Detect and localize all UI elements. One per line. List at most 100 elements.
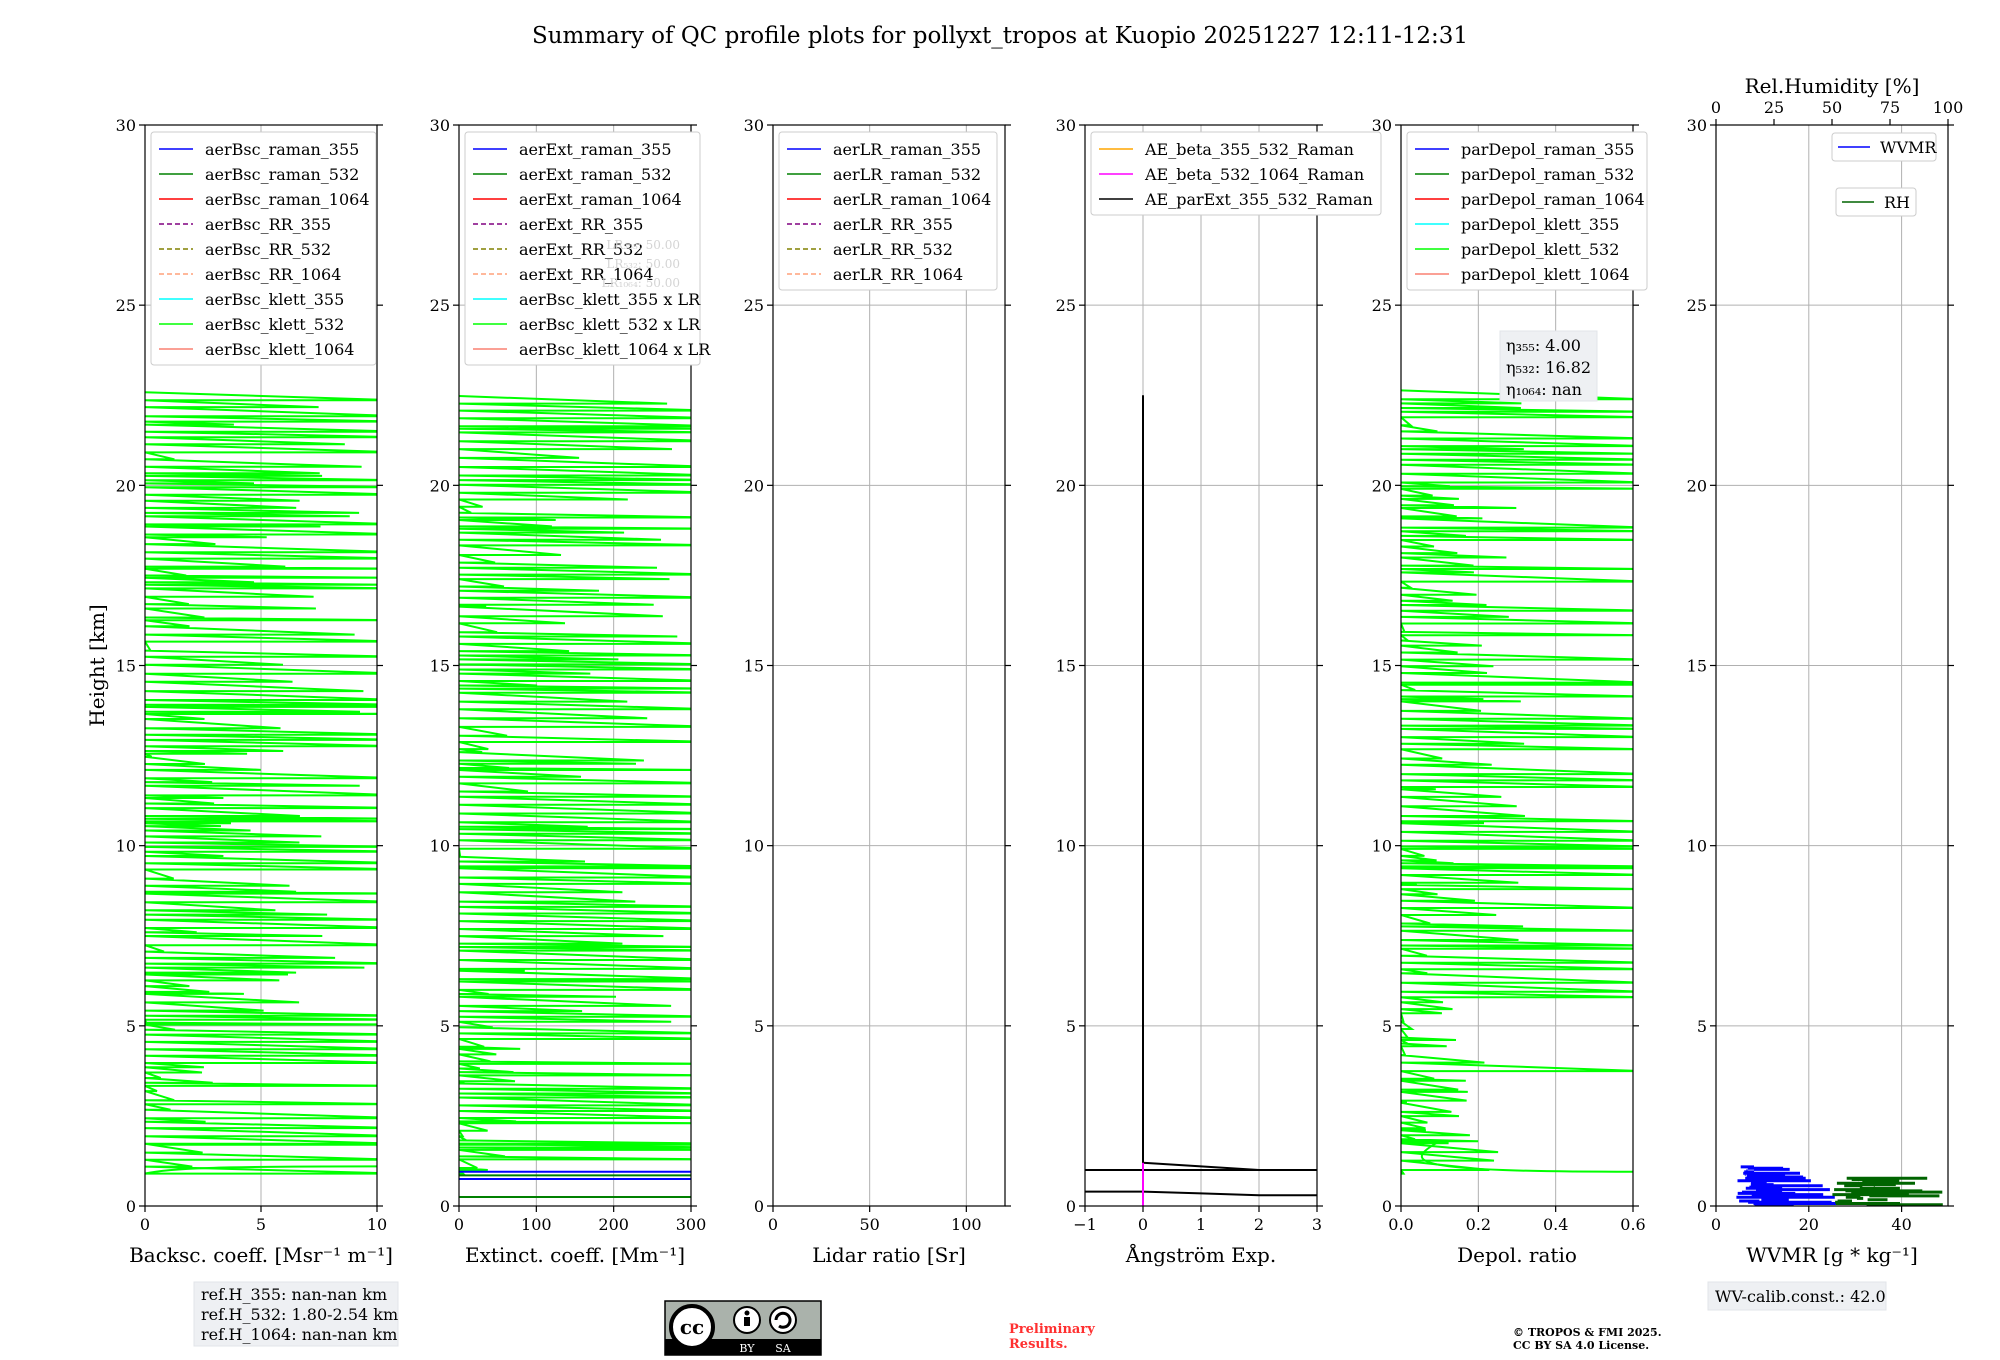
x-tick-label: −1 — [1073, 1215, 1097, 1234]
y-tick-label: 15 — [744, 657, 764, 676]
legend-label: aerExt_RR_1064 — [519, 265, 654, 284]
legend-label: aerLR_raman_1064 — [833, 190, 991, 209]
legend-label: WVMR — [1880, 138, 1937, 157]
x-tick-label: 10 — [367, 1215, 387, 1234]
legend-label: aerLR_raman_355 — [833, 140, 981, 159]
x-tick-label: 1 — [1196, 1215, 1206, 1234]
legend-label: parDepol_klett_532 — [1461, 240, 1619, 259]
legend-label: aerBsc_klett_532 — [205, 315, 344, 334]
legend-label: aerLR_RR_355 — [833, 215, 953, 234]
top-x-tick-label: 50 — [1822, 98, 1842, 117]
eta-box — [1499, 330, 1598, 402]
legend-label: parDepol_raman_532 — [1461, 165, 1634, 184]
by-icon-body — [744, 1317, 750, 1326]
legend-label: aerBsc_klett_1064 x LR — [519, 340, 711, 359]
series-parDepol_klett_532 — [1401, 389, 1633, 1175]
x-tick-label: 100 — [951, 1215, 982, 1234]
x-axis-label: Backsc. coeff. [Msr⁻¹ m⁻¹] — [129, 1243, 393, 1267]
y-tick-label: 25 — [116, 296, 136, 315]
legend-box — [1090, 131, 1382, 216]
y-tick-label: 20 — [430, 476, 450, 495]
x-axis-label: Lidar ratio [Sr] — [812, 1243, 966, 1267]
panel-1: 0 5 10 15 20 25 30 0 5 10 Backsc. coeff. [Msr⁻¹ m⁻… — [85, 116, 393, 1267]
x-tick-label: 3 — [1312, 1215, 1322, 1234]
legend-box — [464, 131, 701, 366]
legend-box — [778, 131, 998, 291]
y-tick-label: 15 — [1372, 657, 1392, 676]
x-axis-label: WVMR [g * kg⁻¹] — [1746, 1243, 1918, 1267]
y-tick-label: 20 — [116, 476, 136, 495]
legend-label: aerExt_RR_355 — [519, 215, 643, 234]
y-tick-label: 30 — [1687, 116, 1707, 135]
series-AE_parExt_355_532_Raman — [1142, 395, 1317, 1171]
eta-label: η₅₃₂: 16.82 — [1506, 358, 1591, 377]
sa-sharealike-icon — [769, 1306, 797, 1334]
legend-label: aerExt_raman_1064 — [519, 190, 682, 209]
figure-title: Summary of QC profile plots for pollyxt_… — [532, 23, 1468, 49]
legend: aerBsc_raman_355 aerBsc_raman_532 aerBsc_r… — [150, 131, 377, 366]
cc-by-label: BY — [739, 1342, 755, 1355]
x-axis-label: Extinct. coeff. [Mm⁻¹] — [465, 1243, 685, 1267]
cc-license-badge: cc BY SA — [664, 1300, 822, 1356]
plot-area — [1736, 1165, 1943, 1206]
y-tick-label: 30 — [1372, 116, 1392, 135]
lr-label: LR₅₃₂: 50.00 — [606, 257, 680, 271]
top-x-axis-label: Rel.Humidity [%] — [1745, 74, 1920, 98]
wv-calib-box: WV-calib.const.: 42.0 — [1707, 1281, 1887, 1311]
legend-label: aerBsc_klett_355 — [205, 290, 344, 309]
x-axis-label: Depol. ratio — [1457, 1243, 1577, 1267]
y-tick-label: 25 — [1372, 296, 1392, 315]
x-tick-label: 40 — [1891, 1215, 1911, 1234]
y-tick-label: 25 — [1687, 296, 1707, 315]
ref-height-box-bg — [193, 1281, 399, 1347]
y-tick-label: 30 — [430, 116, 450, 135]
y-tick-label: 0 — [1697, 1197, 1707, 1216]
legend-label: aerExt_raman_355 — [519, 140, 672, 159]
y-tick-label: 15 — [1687, 657, 1707, 676]
y-tick-label: 25 — [430, 296, 450, 315]
legend: aerExt_raman_355 aerExt_raman_532 aerExt_r… — [464, 131, 711, 366]
plot-area — [459, 395, 691, 1198]
x-tick-label: 0.4 — [1543, 1215, 1568, 1234]
x-tick-label: 300 — [676, 1215, 707, 1234]
series-AE_parExt_355_532_Raman_ground — [1085, 1190, 1317, 1197]
y-tick-label: 15 — [1056, 657, 1076, 676]
top-x-tick-label: 25 — [1764, 98, 1784, 117]
x-tick-label: 0.6 — [1620, 1215, 1645, 1234]
x-tick-label: 0 — [140, 1215, 150, 1234]
legend-box — [150, 131, 377, 366]
legend-label: parDepol_klett_355 — [1461, 215, 1619, 234]
y-tick-label: 5 — [126, 1017, 136, 1036]
top-x-tick-label: 100 — [1933, 98, 1964, 117]
legend-label: aerLR_RR_1064 — [833, 265, 963, 284]
legend-label: aerExt_raman_532 — [519, 165, 672, 184]
y-tick-label: 20 — [1056, 476, 1076, 495]
wv-calib-bg — [1707, 1281, 1887, 1311]
legend-label: aerBsc_raman_355 — [205, 140, 359, 159]
sa-icon-arrow — [774, 1311, 792, 1329]
legend-box — [1831, 132, 1937, 162]
ref-h-355: ref.H_355: nan-nan km — [201, 1285, 387, 1304]
legend: WVMR RH — [1831, 132, 1937, 217]
legend-label: AE_beta_532_1064_Raman — [1144, 165, 1364, 184]
x-tick-label: 5 — [256, 1215, 266, 1234]
preliminary-line1: Preliminary — [1009, 1322, 1095, 1337]
cc-logo-icon — [669, 1304, 715, 1350]
ref-h-1064: ref.H_1064: nan-nan km — [201, 1325, 397, 1344]
y-tick-label: 10 — [1056, 837, 1076, 856]
y-tick-label: 0 — [1066, 1197, 1076, 1216]
legend-label: aerBsc_raman_532 — [205, 165, 359, 184]
series-aerBsc_klett_532-low — [145, 1165, 377, 1175]
panel-5: 0 5 10 15 20 25 30 0.0 0.2 0.4 0.6 Depol. ratio parD… — [1372, 116, 1648, 1267]
x-tick-label: 200 — [598, 1215, 629, 1234]
copyright-line2: CC BY SA 4.0 License. — [1513, 1339, 1649, 1352]
legend-label: aerBsc_klett_532 x LR — [519, 315, 701, 334]
depol-low-curve — [1420, 1140, 1633, 1173]
y-tick-label: 20 — [1372, 476, 1392, 495]
y-tick-label: 30 — [116, 116, 136, 135]
series-aerBsc_klett_532 x LR — [459, 395, 691, 1175]
eta-label: η₁₀₆₄: nan — [1506, 380, 1582, 399]
legend-label: aerBsc_RR_1064 — [205, 265, 341, 284]
